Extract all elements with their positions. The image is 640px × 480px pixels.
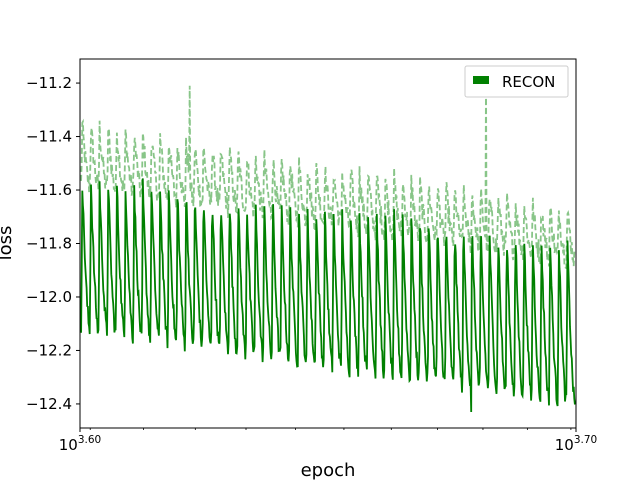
axes: −11.2 −11.4 −11.6 −11.8 −12.0 −12.2 −12.4 103.6… xyxy=(26,58,597,454)
y-tick-label: −11.6 xyxy=(26,181,72,199)
y-tick-label: −12.2 xyxy=(26,341,72,359)
x-axis-label: epoch xyxy=(301,460,356,480)
legend-frame xyxy=(464,65,569,98)
series-line-recon xyxy=(80,178,576,413)
series-line-dashed xyxy=(80,74,576,270)
legend: RECON xyxy=(464,65,569,98)
legend-label-recon: RECON xyxy=(502,73,555,91)
y-tick-label: −12.0 xyxy=(26,288,72,306)
y-axis-label: loss xyxy=(0,226,16,261)
x-tick-label: 103.70 xyxy=(555,434,597,454)
plot-area xyxy=(80,74,576,413)
x-tick-label: 103.60 xyxy=(59,434,101,454)
y-tick-label: −11.2 xyxy=(26,74,72,92)
y-tick-label: −11.8 xyxy=(26,235,72,253)
y-tick-label: −12.4 xyxy=(26,395,72,413)
legend-swatch-recon xyxy=(473,76,489,84)
y-tick-label: −11.4 xyxy=(26,128,72,146)
